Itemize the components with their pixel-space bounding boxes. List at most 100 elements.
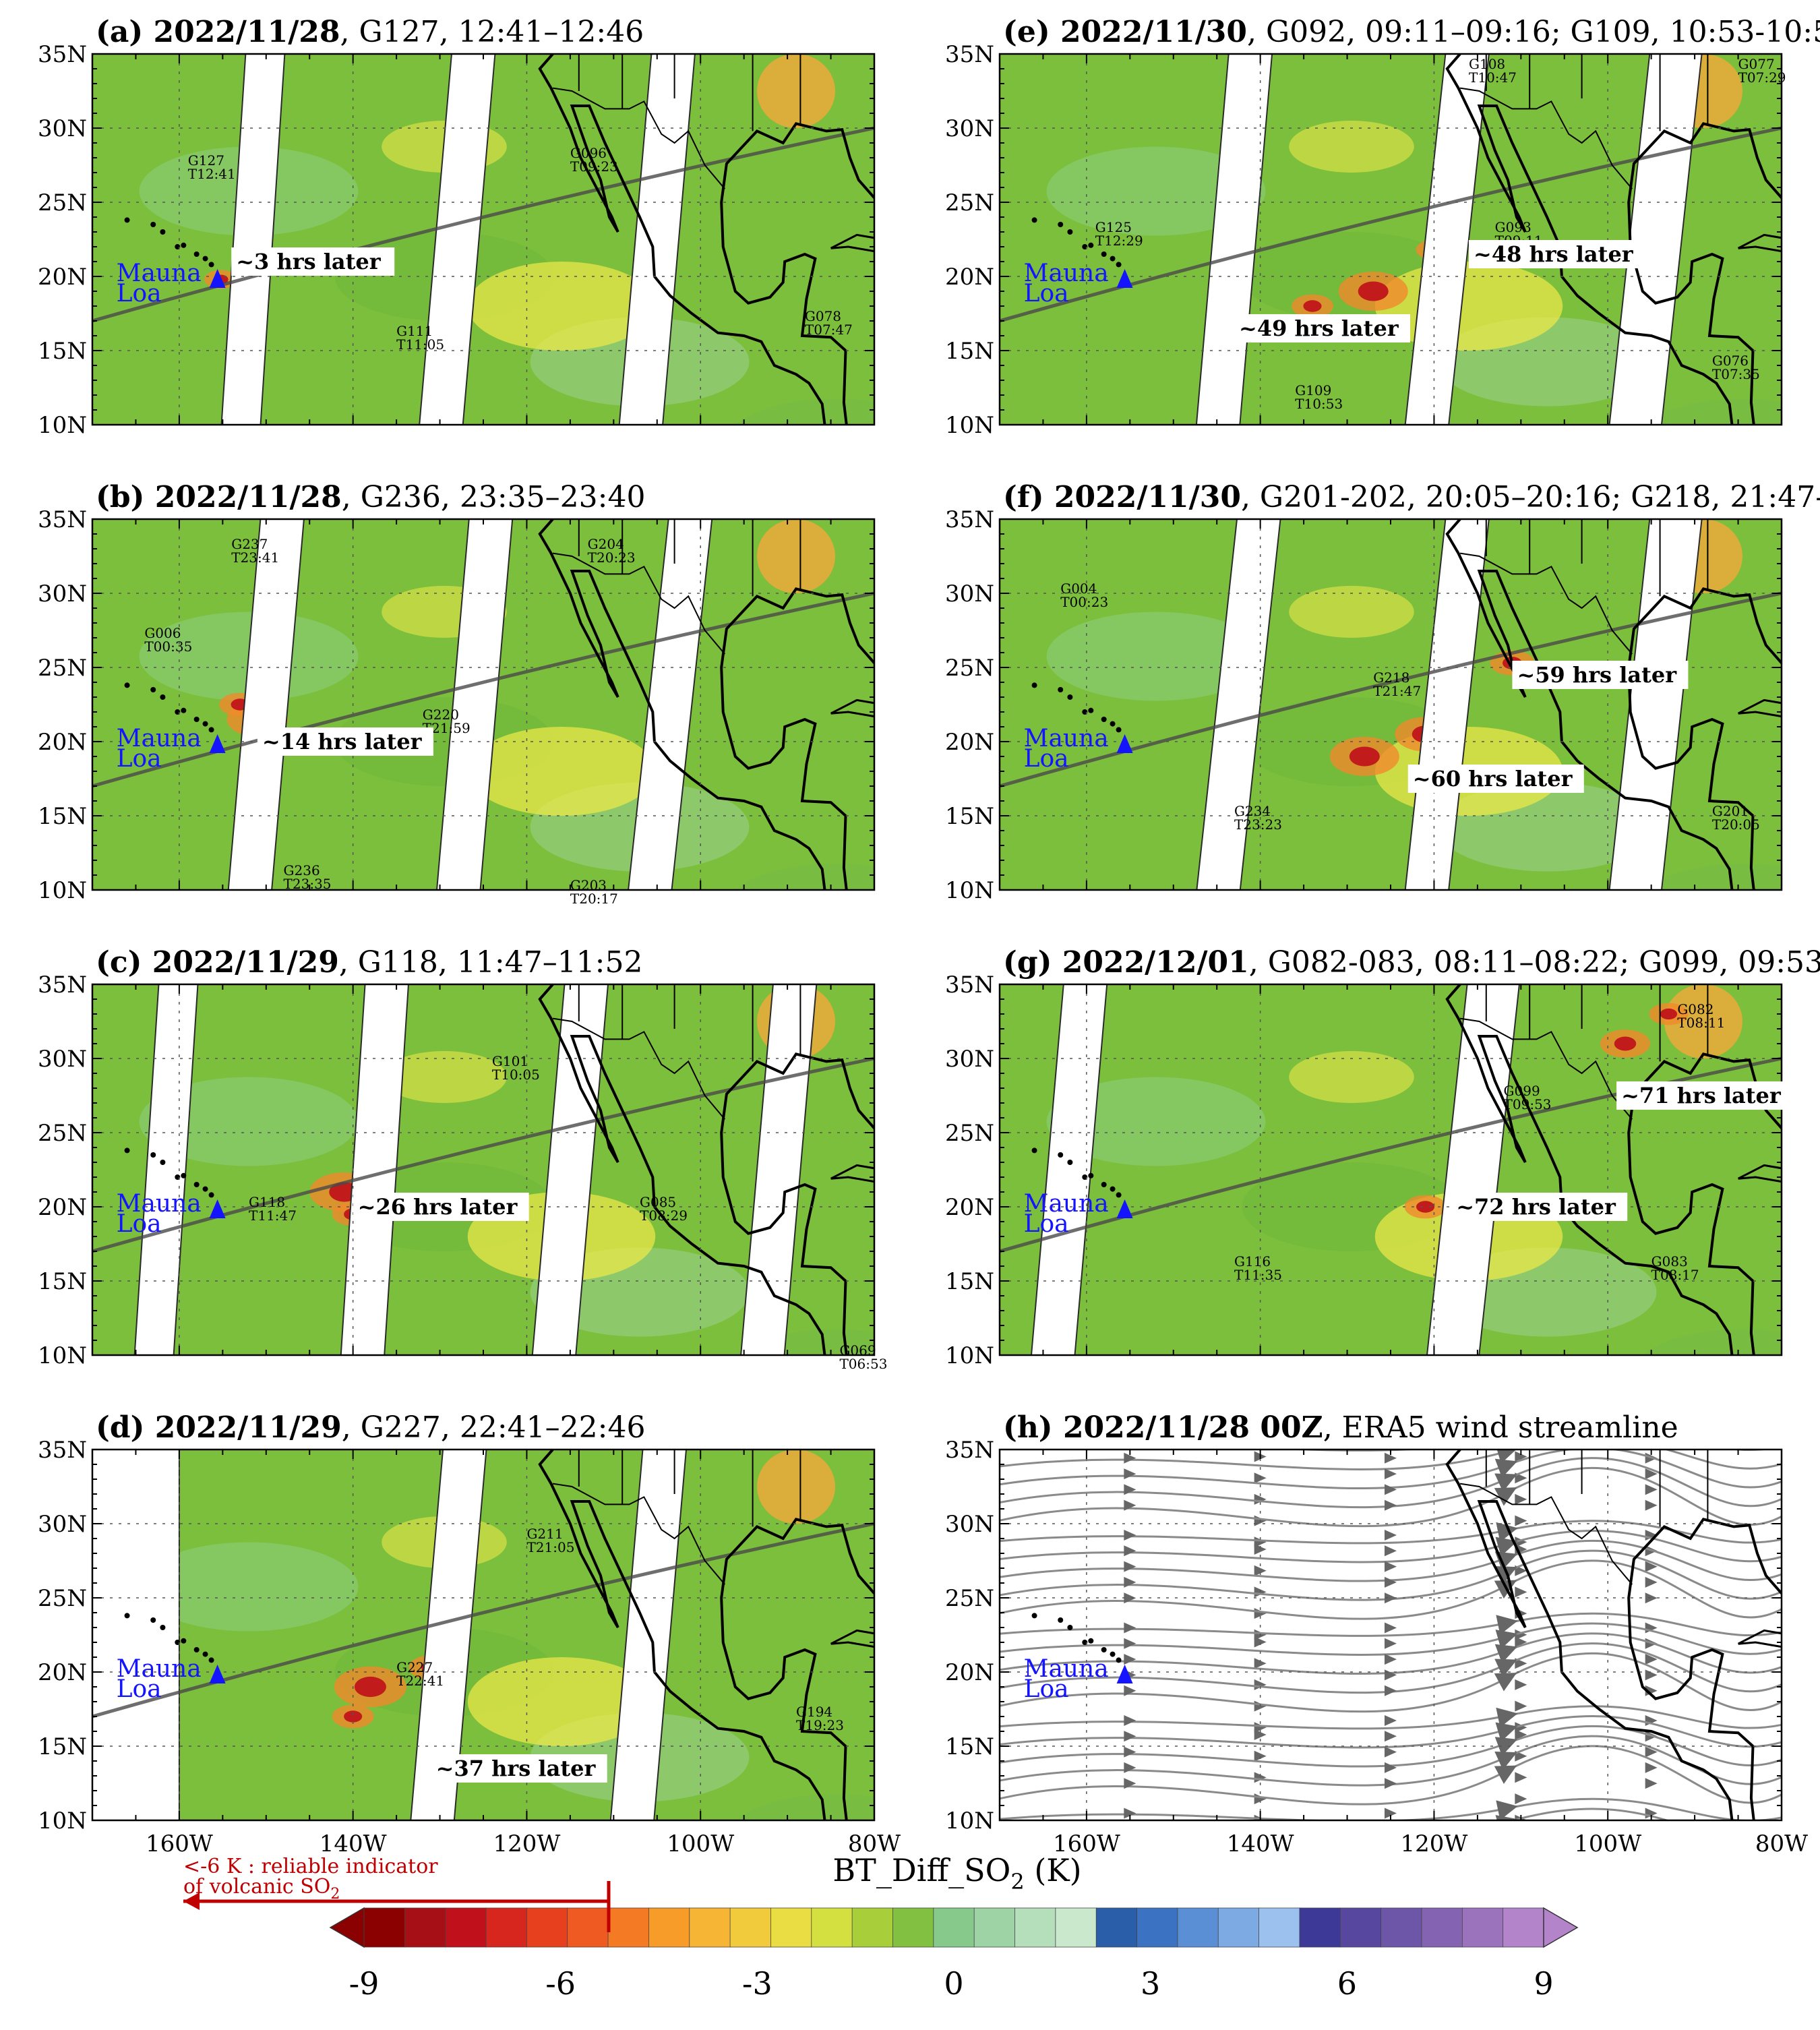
colorbar: BT_Diff_SO2 (K) -9 -6 -3 0 3 6 9 <-6 K : relia… [183, 1852, 1579, 2002]
streamline-arrowhead [1515, 1636, 1527, 1648]
granule-label: G093 [1495, 219, 1531, 235]
colorbar-swatch [648, 1907, 690, 1948]
granule-time-label: T23:23 [1234, 816, 1282, 833]
lat-tick-label: 30N [945, 1511, 994, 1538]
lat-tick-label: 20N [38, 264, 87, 291]
hawaii-island [1067, 229, 1073, 235]
streamline-arrowhead [1515, 1629, 1527, 1640]
orange-patch [757, 54, 835, 128]
swath-gap [220, 54, 286, 425]
granule-time-label: T11:35 [1234, 1267, 1282, 1283]
swath-gap [410, 1450, 487, 1820]
elapsed-time-annotation: ~71 hrs later [1621, 1083, 1782, 1108]
reliable-note-line2: of volcanic SO2 [183, 1875, 340, 1903]
hawaii-island [181, 707, 187, 713]
lat-tick-label: 15N [945, 338, 994, 365]
colorbar-swatch [689, 1907, 731, 1948]
state-border [552, 552, 726, 655]
streamline [1000, 1745, 1782, 1805]
swath-gap [436, 519, 514, 890]
panel-title-date: (e) 2022/11/30 [1003, 15, 1247, 49]
streamline-arrowhead [1515, 1722, 1527, 1733]
lon-tick-label: 80W [848, 1830, 901, 1857]
volcano-label-line1: Mauna [117, 1655, 202, 1683]
volcano-icon [209, 1665, 226, 1683]
panel-title-date: (a) 2022/11/28 [96, 15, 340, 49]
granule-time-label: T06:53 [839, 1356, 887, 1372]
swath-gap [92, 1450, 180, 1820]
streamline-arrowhead [1645, 1576, 1658, 1588]
lat-tick-label: 25N [945, 1585, 994, 1612]
lat-tick-label: 25N [38, 189, 87, 216]
colorbar-swatch [526, 1907, 568, 1948]
streamline [1000, 1725, 1782, 1768]
lat-tick-label: 25N [38, 1120, 87, 1147]
volcano-label-line2: Loa [117, 1210, 162, 1238]
granule-label: G101 [492, 1053, 528, 1069]
granule-boundary [92, 1056, 874, 1253]
volcano-icon [1116, 1665, 1133, 1683]
streamline-arrowhead [1385, 1746, 1397, 1758]
volcano-label-line1: Mauna [1024, 1190, 1109, 1218]
coastline-gulf [1627, 1052, 1782, 1355]
lon-tick-label: 140W [320, 1830, 387, 1857]
volcano-label-line2: Loa [1024, 1210, 1069, 1238]
hawaii-island [160, 1625, 166, 1630]
streamline-arrowhead [1515, 1822, 1527, 1833]
streamline [1000, 1632, 1782, 1675]
streamline-arrowhead [1124, 1685, 1136, 1696]
streamline-arrowhead [1254, 1679, 1267, 1690]
reliable-note-line1: <-6 K : reliable indicator [183, 1855, 438, 1878]
coastline-cuba [1737, 1629, 1782, 1648]
hawaii-island [1110, 721, 1116, 727]
streamline-arrowhead [1254, 1565, 1267, 1576]
orange-patch [1664, 984, 1742, 1058]
streamline-arrowhead [1254, 1493, 1267, 1505]
coastline-cuba [830, 233, 874, 253]
colorbar-swatches [329, 1907, 1579, 1948]
lat-tick-label: 10N [945, 877, 994, 904]
hawaii-island [193, 1182, 200, 1187]
elapsed-time-annotation: ~60 hrs later [1413, 766, 1573, 792]
streamline-arrowhead [1385, 1622, 1397, 1634]
lat-tick-label: 15N [38, 338, 87, 365]
coastline-gulf [720, 1052, 874, 1355]
hawaii-island [202, 721, 208, 727]
granule-label: G076 [1712, 353, 1749, 369]
volcano-label-line1: Mauna [1024, 725, 1109, 752]
hawaii-island [1031, 217, 1037, 223]
granule-label: G083 [1651, 1253, 1688, 1270]
volcano-label-line1: Mauna [1024, 260, 1109, 287]
granule-time-label: T09:23 [570, 158, 618, 175]
streamline [1000, 1612, 1782, 1637]
streamline-arrowhead [1645, 1654, 1658, 1665]
granule-label: G194 [796, 1704, 832, 1720]
coastline-gulf [1627, 1518, 1782, 1820]
volcano-icon [209, 1199, 226, 1218]
streamline-arrowhead [1515, 1493, 1527, 1505]
colorbar-swatch [811, 1907, 853, 1948]
granule-time-label: T20:23 [588, 549, 636, 566]
hawaii-island [150, 1617, 156, 1623]
granule-time-label: T07:35 [1712, 366, 1760, 382]
granule-boundary [92, 1522, 874, 1719]
hawaii-island [202, 1186, 208, 1192]
hawaii-island [193, 717, 200, 722]
so2-plume-core [1416, 1201, 1435, 1213]
panel-title-g: (g) 2022/12/01, G082-083, 08:11–08:22; G… [1003, 945, 1820, 980]
colorbar-tick: -3 [742, 1965, 772, 2002]
colorbar-swatch [485, 1907, 528, 1948]
granule-label: G082 [1677, 1001, 1713, 1017]
lon-tick-label: 120W [1401, 1830, 1468, 1857]
texture-patch [139, 1542, 359, 1632]
lat-tick-label: 30N [945, 1046, 994, 1073]
streamline-arrowhead [1385, 1545, 1397, 1557]
lat-tick-label: 35N [945, 972, 994, 998]
hawaii-island [124, 1147, 130, 1154]
hawaii-island [1116, 1657, 1122, 1663]
panel-title-b: (b) 2022/11/28, G236, 23:35–23:40 [96, 480, 645, 514]
streamline-arrowhead [1515, 1658, 1527, 1669]
hawaii-island [124, 217, 130, 223]
streamline [1000, 1797, 1782, 1820]
state-border [1459, 1017, 1633, 1120]
